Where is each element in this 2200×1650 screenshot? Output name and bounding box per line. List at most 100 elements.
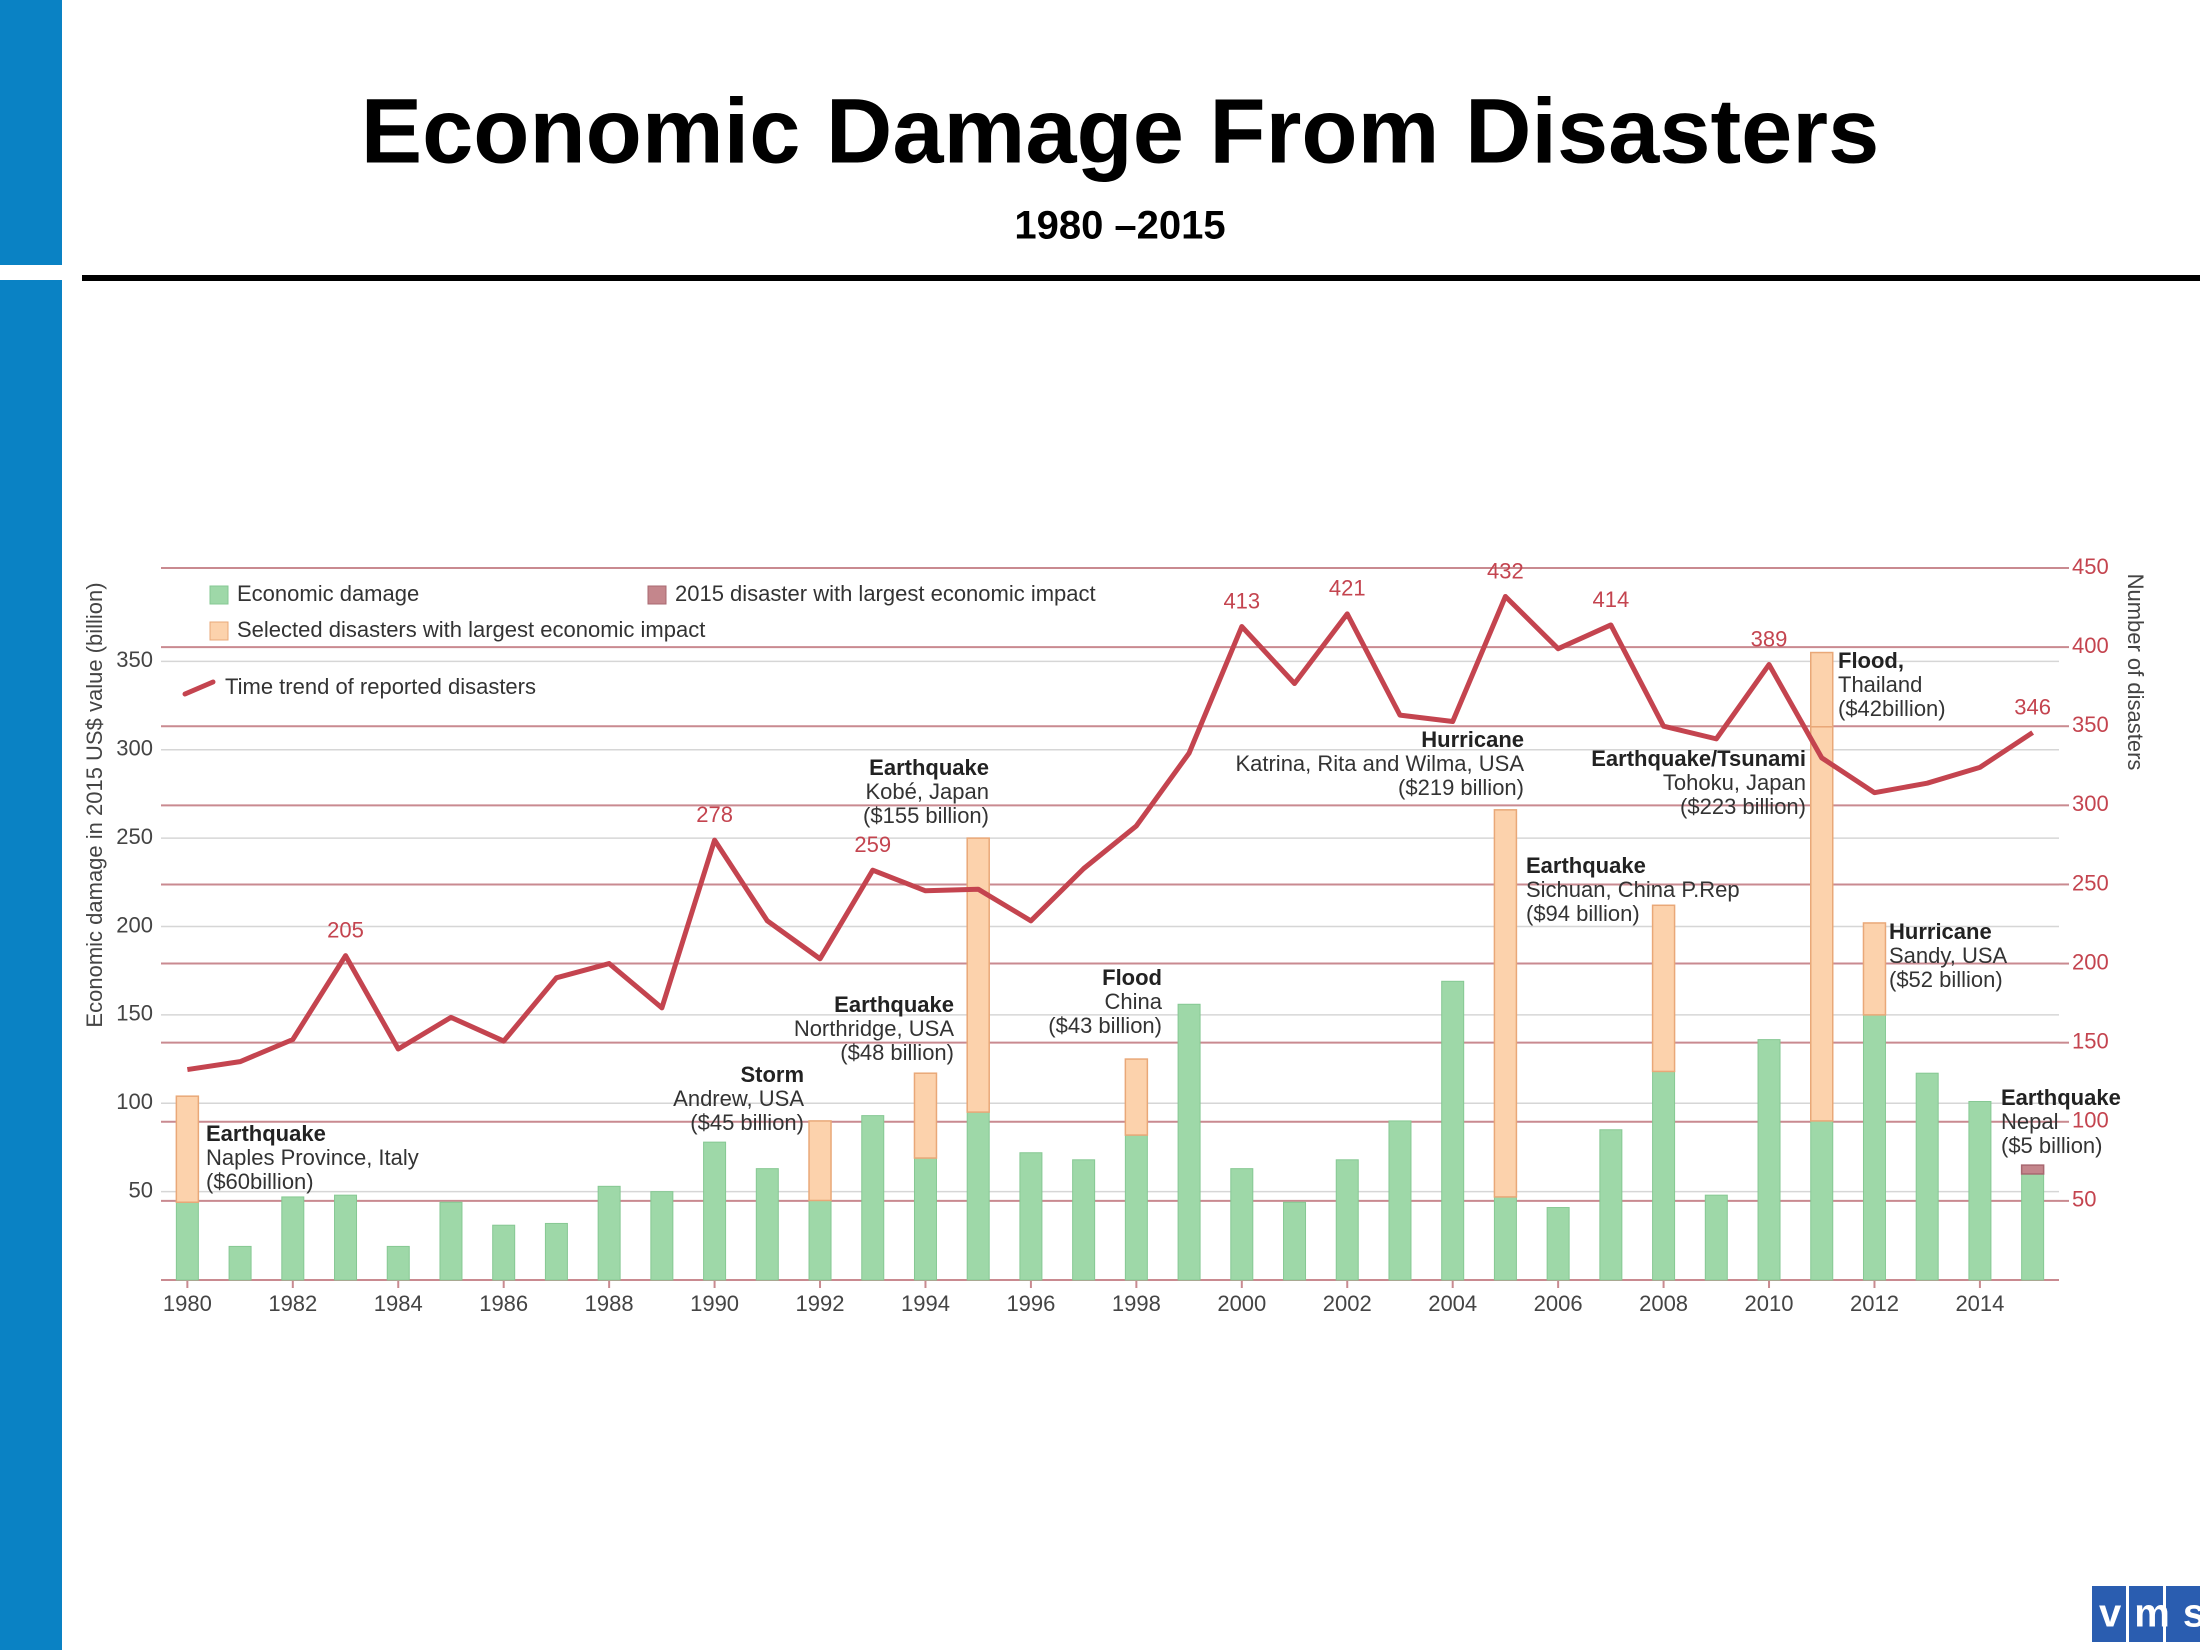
annotation-value: ($52 billion) — [1889, 967, 2003, 992]
annotation-place: Tohoku, Japan — [1663, 770, 1806, 795]
legend-label: Selected disasters with largest economic… — [237, 617, 705, 642]
x-tick-label: 2008 — [1639, 1291, 1688, 1316]
value-label: 413 — [1223, 588, 1260, 613]
subtitle: 1980 –2015 — [1014, 204, 1225, 248]
bar — [1283, 1201, 1307, 1281]
y2-axis-label: Number of disasters — [2123, 574, 2148, 771]
bar — [703, 1141, 727, 1281]
disaster-bar — [1862, 922, 1887, 1016]
annotation-place: Andrew, USA — [673, 1086, 804, 1111]
annotation-value: ($94 billion) — [1526, 901, 1640, 926]
value-label: 432 — [1487, 558, 1524, 583]
chart: 50 100 150 200 250 300 350 50 100 150 200 250 300 350… — [82, 554, 2148, 1316]
disaster-bar — [2020, 1164, 2045, 1175]
logo-text: vms — [2099, 1592, 2200, 1636]
y2-tick-label: 350 — [2072, 712, 2109, 737]
bar — [1810, 1120, 1834, 1281]
annotation-place: Kobé, Japan — [865, 779, 989, 804]
annotation-title: Earthquake/Tsunami — [1591, 746, 1806, 771]
bar — [1388, 1120, 1412, 1281]
x-tick-label: 2014 — [1955, 1291, 2004, 1316]
y-tick-label: 250 — [116, 824, 153, 849]
value-label: 259 — [854, 832, 891, 857]
annotation-place: China — [1105, 989, 1163, 1014]
value-label: 389 — [1751, 626, 1788, 651]
bar — [1019, 1152, 1043, 1281]
x-tick-label: 1988 — [585, 1291, 634, 1316]
y2-tick-label: 250 — [2072, 870, 2109, 895]
bar — [1177, 1003, 1201, 1281]
disaster-bar — [1651, 904, 1676, 1073]
bar — [386, 1245, 410, 1281]
annotation-title: Flood, — [1838, 648, 1904, 673]
bar — [334, 1194, 358, 1281]
annotation-value: ($45 billion) — [690, 1110, 804, 1135]
bar — [228, 1245, 252, 1281]
legend-swatch — [182, 679, 216, 697]
value-label: 346 — [2014, 694, 2051, 719]
annotation-place: Naples Province, Italy — [206, 1145, 419, 1170]
bar — [439, 1201, 463, 1281]
bar — [1862, 1014, 1886, 1281]
title: Economic Damage From Disasters — [361, 80, 1880, 182]
side-bar — [0, 0, 62, 265]
bar — [1757, 1039, 1781, 1281]
disaster-bar — [913, 1072, 938, 1159]
disaster-bar — [966, 837, 990, 1113]
annotation-value: ($219 billion) — [1398, 775, 1524, 800]
annotation-place: Northridge, USA — [794, 1016, 955, 1041]
value-label: 414 — [1593, 587, 1630, 612]
annotation-value: ($223 billion) — [1680, 794, 1806, 819]
legend-label: 2015 disaster with largest economic impa… — [675, 581, 1096, 606]
annotation-place: Thailand — [1838, 672, 1922, 697]
bar — [1335, 1159, 1359, 1281]
disaster-bar — [808, 1120, 832, 1202]
logo-box — [2166, 1586, 2200, 1642]
x-tick-label: 2002 — [1323, 1291, 1372, 1316]
annotation-place: Nepal — [2001, 1109, 2058, 1134]
bar — [1546, 1207, 1570, 1281]
x-tick-label: 1980 — [163, 1291, 212, 1316]
y2-tick-label: 400 — [2072, 633, 2109, 658]
bar — [1072, 1159, 1096, 1281]
value-label: 205 — [327, 917, 364, 942]
x-tick-label: 1998 — [1112, 1291, 1161, 1316]
annotation-place: Katrina, Rita and Wilma, USA — [1235, 751, 1524, 776]
bar — [861, 1115, 885, 1281]
bar — [1915, 1072, 1939, 1281]
annotation-value: ($43 billion) — [1048, 1013, 1162, 1038]
y2-tick-label: 300 — [2072, 791, 2109, 816]
y-tick-label: 150 — [116, 1001, 153, 1026]
legend-label: Time trend of reported disasters — [225, 674, 536, 699]
bar — [650, 1191, 674, 1281]
annotation-title: Hurricane — [1889, 919, 1992, 944]
logo-box — [2129, 1586, 2163, 1642]
logo: vms — [2092, 1586, 2200, 1642]
annotation-title: Flood — [1102, 965, 1162, 990]
legend-swatch — [209, 621, 229, 641]
y-axis-label: Economic damage in 2015 US$ value (billi… — [82, 582, 107, 1027]
bar — [1968, 1100, 1992, 1281]
bar — [1124, 1134, 1148, 1281]
x-tick-label: 2010 — [1745, 1291, 1794, 1316]
bar — [1599, 1129, 1623, 1281]
annotation-value: ($42billion) — [1838, 696, 1946, 721]
annotation-value: ($155 billion) — [863, 803, 989, 828]
x-tick-label: 2012 — [1850, 1291, 1899, 1316]
annotation-title: Storm — [740, 1062, 804, 1087]
disaster-bar — [1810, 726, 1834, 1122]
bar — [597, 1185, 621, 1281]
disaster-bar — [1493, 809, 1518, 1198]
logo-box — [2092, 1586, 2126, 1642]
x-tick-label: 1984 — [374, 1291, 423, 1316]
bar — [2021, 1173, 2045, 1281]
x-tick-label: 1982 — [268, 1291, 317, 1316]
annotation-place: Sandy, USA — [1889, 943, 2008, 968]
bar — [1230, 1168, 1254, 1281]
bar — [808, 1199, 832, 1281]
y2-tick-label: 50 — [2072, 1187, 2096, 1212]
x-tick-label: 1996 — [1006, 1291, 1055, 1316]
x-tick-label: 1992 — [796, 1291, 845, 1316]
trend-line — [186, 593, 2035, 1073]
